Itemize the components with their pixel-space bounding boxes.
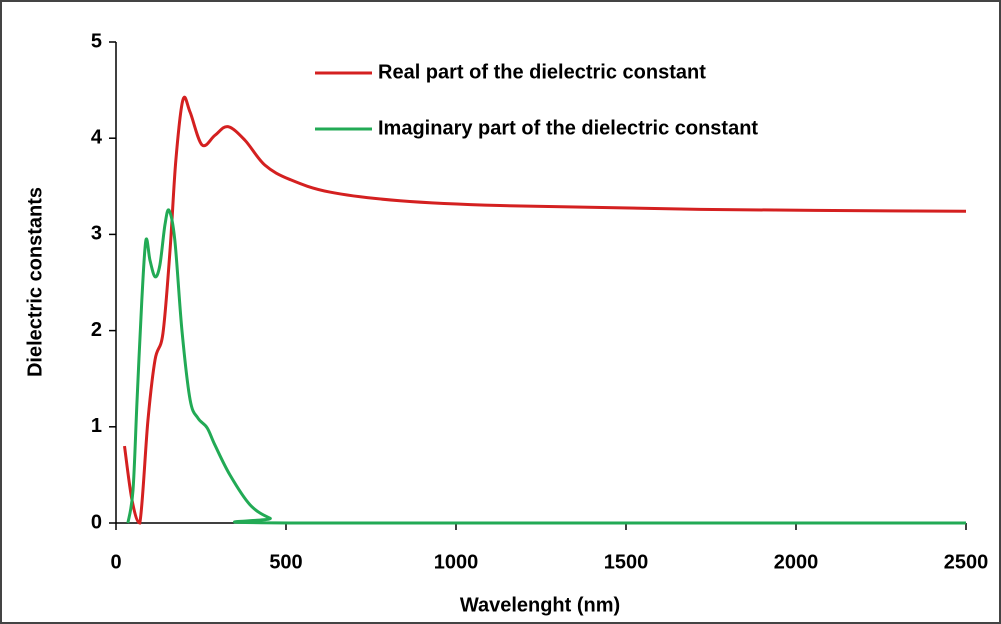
series-line <box>126 208 966 525</box>
x-tick-label: 0 <box>110 551 121 573</box>
y-tick-label: 1 <box>91 415 102 437</box>
legend-label: Imaginary part of the dielectric constan… <box>378 117 758 139</box>
y-tick-label: 5 <box>91 30 102 52</box>
y-tick-label: 3 <box>91 223 102 245</box>
legend-label: Real part of the dielectric constant <box>378 61 706 83</box>
x-axis-label: Wavelenght (nm) <box>460 594 620 616</box>
y-axis-label: Dielectric constants <box>24 187 46 377</box>
y-tick-label: 0 <box>91 511 102 533</box>
y-tick-label: 4 <box>91 126 103 148</box>
x-tick-label: 500 <box>269 551 302 573</box>
x-tick-label: 1000 <box>434 551 479 573</box>
x-tick-label: 2500 <box>944 551 989 573</box>
series-line <box>123 95 967 525</box>
x-tick-label: 2000 <box>774 551 819 573</box>
y-tick-label: 2 <box>91 319 102 341</box>
x-tick-label: 1500 <box>604 551 649 573</box>
